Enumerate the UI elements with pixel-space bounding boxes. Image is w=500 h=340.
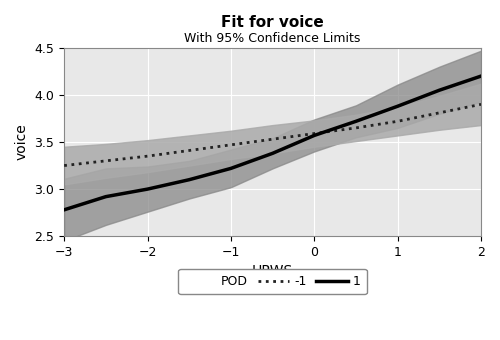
Y-axis label: voice: voice	[15, 124, 29, 160]
X-axis label: HPWS: HPWS	[252, 265, 293, 278]
Text: With 95% Confidence Limits: With 95% Confidence Limits	[184, 32, 361, 45]
Legend: POD, -1, 1: POD, -1, 1	[178, 269, 367, 294]
Title: Fit for voice: Fit for voice	[221, 15, 324, 30]
